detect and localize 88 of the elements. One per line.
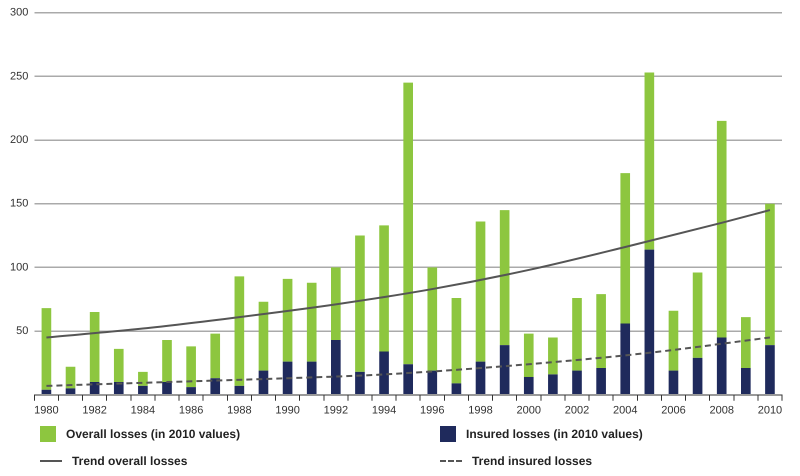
bar	[282, 362, 292, 394]
bar	[138, 372, 148, 386]
x-tick-label: 2006	[661, 404, 686, 416]
bar	[379, 351, 389, 394]
bar	[668, 370, 678, 394]
bar	[210, 334, 220, 378]
legend-label: Trend overall losses	[72, 454, 188, 468]
x-tick-label: 1992	[324, 404, 348, 416]
x-tick-label: 1988	[227, 404, 252, 416]
bar	[500, 345, 510, 394]
y-tick-label: 150	[10, 198, 28, 210]
bar	[66, 388, 76, 394]
x-tick-label: 2002	[564, 404, 590, 416]
x-tick-label: 1994	[372, 404, 396, 416]
bar	[596, 368, 606, 394]
bar	[403, 364, 413, 394]
bar	[716, 120, 727, 338]
legend-label: Overall losses (in 2010 values)	[66, 427, 240, 441]
bar	[620, 323, 630, 394]
legend-label: Insured losses (in 2010 values)	[466, 427, 643, 441]
x-tick-label: 1986	[178, 404, 204, 416]
bar	[524, 376, 534, 394]
bar	[331, 340, 341, 394]
bar	[741, 317, 751, 368]
bar	[210, 378, 220, 394]
legend-label: Trend insured losses	[472, 454, 592, 468]
bar	[765, 204, 775, 346]
bar	[644, 250, 654, 394]
x-tick-label: 2010	[758, 404, 782, 416]
bar	[572, 370, 582, 394]
y-tick-label: 100	[10, 261, 28, 274]
bar	[90, 312, 100, 382]
bar	[331, 267, 341, 340]
bar	[596, 294, 606, 368]
bar	[524, 334, 534, 377]
y-tick-label: 200	[10, 134, 28, 146]
bar	[476, 222, 486, 362]
bar	[186, 346, 196, 388]
bar	[500, 210, 510, 346]
y-tick-label: 250	[10, 70, 28, 82]
bar	[427, 370, 438, 394]
bar	[741, 368, 751, 394]
x-tick-label: 1998	[468, 404, 493, 416]
x-tick-label: 2000	[516, 404, 542, 416]
bar	[234, 276, 244, 386]
x-tick-label: 2008	[709, 404, 734, 416]
bar	[162, 340, 172, 382]
bar	[355, 372, 365, 394]
bar	[692, 272, 702, 358]
bar	[258, 370, 268, 394]
bar	[716, 337, 727, 394]
bar	[620, 173, 630, 324]
x-tick-label: 1982	[82, 404, 107, 416]
bar	[258, 302, 268, 371]
bar	[114, 348, 124, 382]
bar	[162, 382, 172, 394]
line-series	[45, 209, 771, 338]
bar	[692, 358, 702, 394]
x-tick-label: 1980	[34, 404, 59, 416]
bar	[66, 366, 76, 388]
bar	[452, 383, 462, 394]
bar	[186, 387, 196, 394]
bar	[427, 267, 438, 371]
bar	[548, 374, 558, 394]
line-series	[45, 336, 771, 387]
bar	[476, 362, 486, 394]
bar	[306, 362, 317, 394]
bar	[403, 82, 413, 364]
bar	[355, 236, 365, 372]
bar	[379, 225, 389, 352]
bar	[138, 386, 148, 394]
y-tick-label: 300	[10, 6, 28, 19]
bar	[572, 298, 582, 371]
bar	[306, 282, 317, 362]
bar	[234, 386, 244, 394]
bar	[42, 390, 52, 394]
x-tick-label: 1990	[275, 404, 300, 416]
bar	[42, 308, 52, 390]
bar	[548, 337, 558, 374]
x-tick-label: 1984	[130, 404, 156, 416]
bar	[668, 310, 678, 371]
x-tick-label: 1996	[420, 404, 445, 416]
x-tick-label: 2004	[612, 404, 638, 416]
bar	[452, 298, 462, 384]
bar	[282, 278, 292, 362]
y-tick-label: 50	[16, 325, 28, 338]
bar	[765, 345, 775, 394]
bar	[644, 72, 654, 250]
